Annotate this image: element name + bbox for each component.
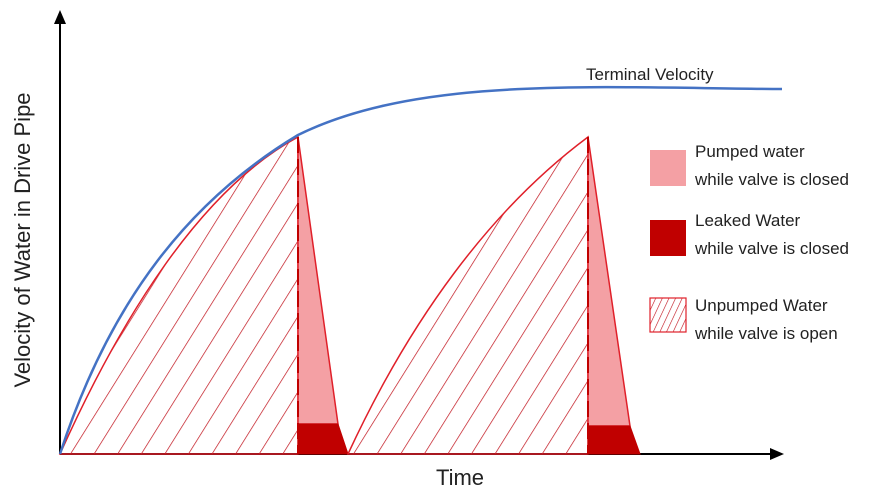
unpumped-region-1 <box>60 137 298 454</box>
legend-swatch-unpumped <box>650 298 686 332</box>
x-axis-arrowhead <box>770 448 784 460</box>
leaked-region-2 <box>588 426 640 454</box>
legend-unpumped-line2: while valve is open <box>694 324 838 343</box>
y-axis-arrowhead <box>54 10 66 24</box>
pumped-region-2 <box>588 137 630 426</box>
legend-leaked-line2: while valve is closed <box>694 239 849 258</box>
legend-unpumped-line1: Unpumped Water <box>695 296 828 315</box>
legend-leaked-line1: Leaked Water <box>695 211 801 230</box>
legend-pumped-line1: Pumped water <box>695 142 805 161</box>
x-axis-label: Time <box>436 465 484 490</box>
legend-swatch-pumped <box>650 150 686 186</box>
legend-pumped-line2: while valve is closed <box>694 170 849 189</box>
legend: Pumped water while valve is closed Leake… <box>650 142 849 343</box>
y-axis-label: Velocity of Water in Drive Pipe <box>10 92 35 387</box>
pumped-region-1 <box>298 137 338 424</box>
unpumped-region-2 <box>348 137 588 454</box>
terminal-velocity-label: Terminal Velocity <box>586 65 714 84</box>
legend-swatch-leaked <box>650 220 686 256</box>
leaked-region-1 <box>298 424 348 454</box>
